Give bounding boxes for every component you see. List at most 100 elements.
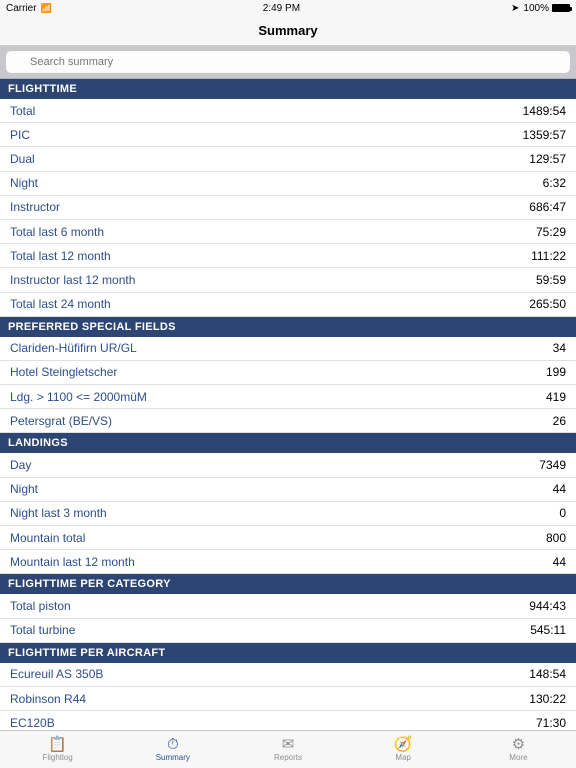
row-value: 26 [553,414,566,428]
row-value: 44 [553,482,566,496]
row-label: Instructor last 12 month [10,273,135,287]
row-value: 129:57 [529,152,566,166]
page-title: Summary [258,23,317,38]
row-label: PIC [10,128,30,142]
row-value: 59:59 [536,273,566,287]
row-value: 44 [553,555,566,569]
row-label: Total last 12 month [10,249,111,263]
list-item[interactable]: Total last 24 month 265:50 [0,293,576,317]
row-label: Total turbine [10,623,75,637]
row-value: 944:43 [529,599,566,613]
row-value: 75:29 [536,225,566,239]
tab-label: Reports [274,753,302,762]
row-value: 7349 [539,458,566,472]
tab-label: Map [395,753,411,762]
battery: 100% [523,3,570,14]
row-label: Dual [10,152,35,166]
status-left: Carrier [6,3,52,14]
list-item[interactable]: Petersgrat (BE/VS) 26 [0,409,576,433]
nav-bar: Summary [0,16,576,46]
row-value: 1359:57 [523,128,566,142]
reports-icon: ✉ [282,737,295,752]
tab-label: Flightlog [42,753,72,762]
tab-more[interactable]: ⚙More [461,737,576,762]
list-item[interactable]: Clariden-Hüfifirn UR/GL34 [0,337,576,361]
row-value: 111:22 [531,249,566,263]
row-label: Night [10,482,38,496]
row-value: 148:54 [529,667,566,681]
status-right: ➤ 100% [511,3,570,14]
section-header: FLIGHTTIME [0,79,576,99]
list-item[interactable]: Total turbine 545:11 [0,619,576,643]
row-label: Mountain last 12 month [10,555,135,569]
search-input[interactable] [6,51,570,73]
list-item[interactable]: Mountain total 800 [0,526,576,550]
row-value: 1489:54 [523,104,566,118]
row-value: 0 [559,506,566,520]
row-value: 199 [546,365,566,379]
list-item[interactable]: Total 1489:54 [0,99,576,123]
row-value: 71:30 [536,716,566,730]
row-label: Hotel Steingletscher [10,365,117,379]
list-item[interactable]: Night 6:32 [0,172,576,196]
tab-label: Summary [156,753,190,762]
row-value: 545:11 [530,623,566,637]
list-item[interactable]: Dual 129:57 [0,147,576,171]
row-label: Petersgrat (BE/VS) [10,414,112,428]
list-item[interactable]: Instructor last 12 month 59:59 [0,268,576,292]
row-label: Total [10,104,35,118]
list-item[interactable]: Night last 3 month 0 [0,502,576,526]
row-value: 419 [546,390,566,404]
row-label: Night last 3 month [10,506,107,520]
section-header: FLIGHTTIME PER AIRCRAFT [0,643,576,663]
row-label: Day [10,458,31,472]
row-label: Total last 24 month [10,297,111,311]
list-item[interactable]: Total last 6 month 75:29 [0,220,576,244]
carrier-label: Carrier [6,3,37,14]
list-item[interactable]: Total piston 944:43 [0,594,576,618]
tab-reports[interactable]: ✉Reports [230,737,345,762]
list-item[interactable]: PIC 1359:57 [0,123,576,147]
row-label: Total piston [10,599,71,613]
row-label: Total last 6 month [10,225,104,239]
search-bar: 🔍 [0,46,576,79]
row-label: EC120B [10,716,55,730]
flightlog-icon: 📋 [48,737,67,752]
wifi-icon [41,3,52,14]
map-icon: 🧭 [394,737,413,752]
list-item[interactable]: Robinson R44 130:22 [0,687,576,711]
row-label: Mountain total [10,531,85,545]
list-item[interactable]: Day 7349 [0,453,576,477]
tab-flightlog[interactable]: 📋Flightlog [0,737,115,762]
row-value: 686:47 [529,200,566,214]
list-item[interactable]: Instructor 686:47 [0,196,576,220]
list-item[interactable]: Ecureuil AS 350B148:54 [0,663,576,687]
list-item[interactable]: Hotel Steingletscher 199 [0,361,576,385]
list-item[interactable]: Total last 12 month 111:22 [0,244,576,268]
row-label: Instructor [10,200,60,214]
row-value: 130:22 [529,692,566,706]
section-header: LANDINGS [0,433,576,453]
row-value: 800 [546,531,566,545]
row-label: Ldg. > 1100 <= 2000müM [10,390,147,404]
list-item[interactable]: Night 44 [0,478,576,502]
status-time: 2:49 PM [263,3,300,14]
row-label: Night [10,176,38,190]
battery-percent: 100% [523,3,549,14]
summary-icon: ⏱ [167,737,179,752]
list-item[interactable]: Ldg. > 1100 <= 2000müM 419 [0,385,576,409]
summary-list[interactable]: FLIGHTTIME Total 1489:54 PIC 1359:57 Dual 129:… [0,79,576,730]
row-value: 265:50 [529,297,566,311]
section-header: FLIGHTTIME PER CATEGORY [0,574,576,594]
tab-summary[interactable]: ⏱Summary [115,737,230,762]
list-item[interactable]: EC120B 71:30 [0,711,576,730]
more-icon: ⚙ [512,737,525,752]
row-label: Robinson R44 [10,692,86,706]
row-label: Clariden-Hüfifirn UR/GL [10,341,137,355]
tab-map[interactable]: 🧭Map [346,737,461,762]
row-value: 6:32 [543,176,566,190]
list-item[interactable]: Mountain last 12 month 44 [0,550,576,574]
tab-label: More [509,753,527,762]
tab-bar: 📋Flightlog⏱Summary✉Reports🧭Map⚙More [0,730,576,768]
battery-icon [552,4,570,12]
